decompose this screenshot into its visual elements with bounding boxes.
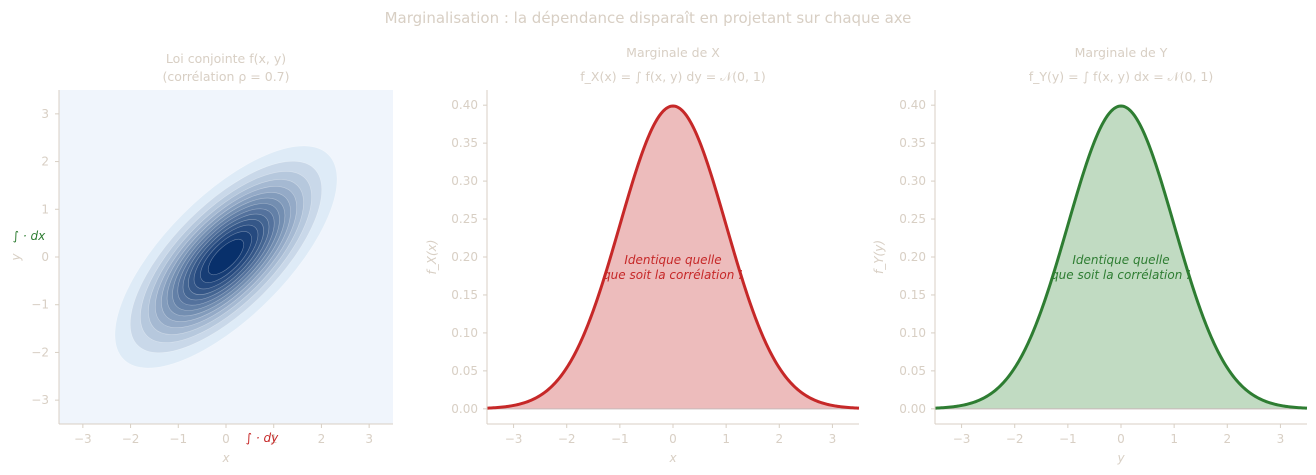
marginal-x-panel: Marginale de X f_X(x) = ∫ f(x, y) dy = 𝒩… bbox=[425, 45, 860, 465]
marginal-y-x-tick-label: 3 bbox=[1277, 432, 1285, 446]
marginal-x-x-tick-label: 0 bbox=[669, 432, 677, 446]
marginal-x-y-tick-label: 0.30 bbox=[451, 174, 478, 188]
marginal-y-panel: Marginale de Y f_Y(y) = ∫ f(x, y) dx = 𝒩… bbox=[872, 45, 1308, 465]
marginal-x-y-tick-label: 0.35 bbox=[451, 136, 478, 150]
density-contour-level bbox=[207, 238, 245, 276]
joint-title-line2: (corrélation ρ = 0.7) bbox=[162, 69, 289, 84]
marginal-x-annotation-line2: que soit la corrélation ! bbox=[603, 268, 743, 282]
marginal-x-y-tick-label: 0.05 bbox=[451, 364, 478, 378]
marginal-x-area bbox=[487, 105, 859, 409]
marginal-y-y-tick-label: 0.20 bbox=[899, 250, 926, 264]
marginal-x-y-tick-label: 0.00 bbox=[451, 402, 478, 416]
marginal-x-y-tick-label: 0.25 bbox=[451, 212, 478, 226]
marginal-x-y-tick-label: 0.10 bbox=[451, 326, 478, 340]
marginal-y-y-tick-label: 0.35 bbox=[899, 136, 926, 150]
marginal-x-annotation-line1: Identique quelle bbox=[624, 253, 721, 267]
integral-dy-annotation: ∫ · dy bbox=[246, 431, 279, 445]
joint-x-tick-label: −3 bbox=[74, 432, 92, 446]
integral-dx-annotation: ∫ · dx bbox=[13, 229, 46, 243]
marginal-y-x-tick-label: −1 bbox=[1059, 432, 1077, 446]
joint-density-panel: Loi conjointe f(x, y) (corrélation ρ = 0… bbox=[9, 51, 393, 465]
marginal-y-annotation-line1: Identique quelle bbox=[1072, 253, 1169, 267]
marginal-y-ticks: −3 −2 −1 0 1 2 3 0.00 0.05 0.10 0.15 0.20 0.25 0.30 0.… bbox=[899, 98, 1284, 446]
marginal-x-x-tick-label: 1 bbox=[722, 432, 730, 446]
marginal-x-x-tick-label: 3 bbox=[829, 432, 837, 446]
marginal-x-title-line2: f_X(x) = ∫ f(x, y) dy = 𝒩(0, 1) bbox=[580, 69, 765, 84]
marginal-x-x-tick-label: −3 bbox=[505, 432, 523, 446]
marginal-y-y-axis-label: f_Y(y) bbox=[872, 240, 886, 274]
marginal-y-x-tick-label: 0 bbox=[1117, 432, 1125, 446]
marginal-y-y-tick-label: 0.05 bbox=[899, 364, 926, 378]
marginal-x-y-tick-label: 0.40 bbox=[451, 98, 478, 112]
marginal-y-x-tick-label: 1 bbox=[1170, 432, 1178, 446]
marginal-x-title-line1: Marginale de X bbox=[626, 45, 720, 60]
marginal-x-y-axis-label: f_X(x) bbox=[425, 240, 439, 275]
marginal-y-title-line2: f_Y(y) = ∫ f(x, y) dx = 𝒩(0, 1) bbox=[1029, 69, 1214, 84]
marginal-y-y-tick-label: 0.00 bbox=[899, 402, 926, 416]
marginal-x-y-tick-label: 0.20 bbox=[451, 250, 478, 264]
marginal-y-y-tick-label: 0.10 bbox=[899, 326, 926, 340]
marginal-x-y-tick-label: 0.15 bbox=[451, 288, 478, 302]
marginal-y-y-tick-label: 0.40 bbox=[899, 98, 926, 112]
joint-contours bbox=[114, 145, 338, 369]
joint-x-tick-label: −2 bbox=[122, 432, 140, 446]
marginal-y-y-tick-label: 0.15 bbox=[899, 288, 926, 302]
marginal-y-x-tick-label: −2 bbox=[1006, 432, 1024, 446]
joint-y-tick-label: 0 bbox=[41, 250, 49, 264]
joint-x-tick-label: 3 bbox=[365, 432, 373, 446]
joint-y-tick-label: −2 bbox=[31, 345, 49, 359]
joint-x-tick-label: 2 bbox=[318, 432, 326, 446]
marginal-y-y-tick-label: 0.30 bbox=[899, 174, 926, 188]
marginal-y-x-tick-label: 2 bbox=[1223, 432, 1231, 446]
joint-y-tick-label: 1 bbox=[41, 202, 49, 216]
marginal-y-annotation-line2: que soit la corrélation ! bbox=[1051, 268, 1191, 282]
marginal-y-x-axis-label: y bbox=[1116, 451, 1125, 465]
joint-y-tick-label: −3 bbox=[31, 393, 49, 407]
marginal-x-x-tick-label: −1 bbox=[611, 432, 629, 446]
joint-x-tick-label: −1 bbox=[169, 432, 187, 446]
marginal-y-curve bbox=[934, 104, 1308, 410]
joint-x-axis-label: x bbox=[221, 451, 230, 465]
marginal-y-x-tick-label: −3 bbox=[953, 432, 971, 446]
joint-x-tick-label: 1 bbox=[270, 432, 278, 446]
joint-x-tick-label: 0 bbox=[222, 432, 230, 446]
marginal-y-title-line1: Marginale de Y bbox=[1075, 45, 1168, 60]
marginal-x-x-tick-label: 2 bbox=[775, 432, 783, 446]
joint-y-axis-label: y bbox=[9, 253, 23, 262]
marginal-x-x-tick-label: −2 bbox=[558, 432, 576, 446]
joint-y-tick-label: −1 bbox=[31, 298, 49, 312]
figure-suptitle: Marginalisation : la dépendance disparaî… bbox=[385, 9, 912, 27]
joint-y-tick-label: 3 bbox=[41, 107, 49, 121]
joint-ticks: −3 −2 −1 0 1 2 3 −3 −2 −1 0 1 2 3 bbox=[31, 107, 373, 446]
marginal-y-y-tick-label: 0.25 bbox=[899, 212, 926, 226]
marginal-x-x-axis-label: x bbox=[668, 451, 677, 465]
joint-y-tick-label: 2 bbox=[41, 155, 49, 169]
marginal-y-area bbox=[935, 105, 1307, 409]
marginal-x-ticks: −3 −2 −1 0 1 2 3 0.00 0.05 0.10 0.15 0.20 0.25 0.30 0.… bbox=[451, 98, 836, 446]
joint-title-line1: Loi conjointe f(x, y) bbox=[166, 51, 286, 66]
marginal-x-curve bbox=[486, 104, 860, 410]
